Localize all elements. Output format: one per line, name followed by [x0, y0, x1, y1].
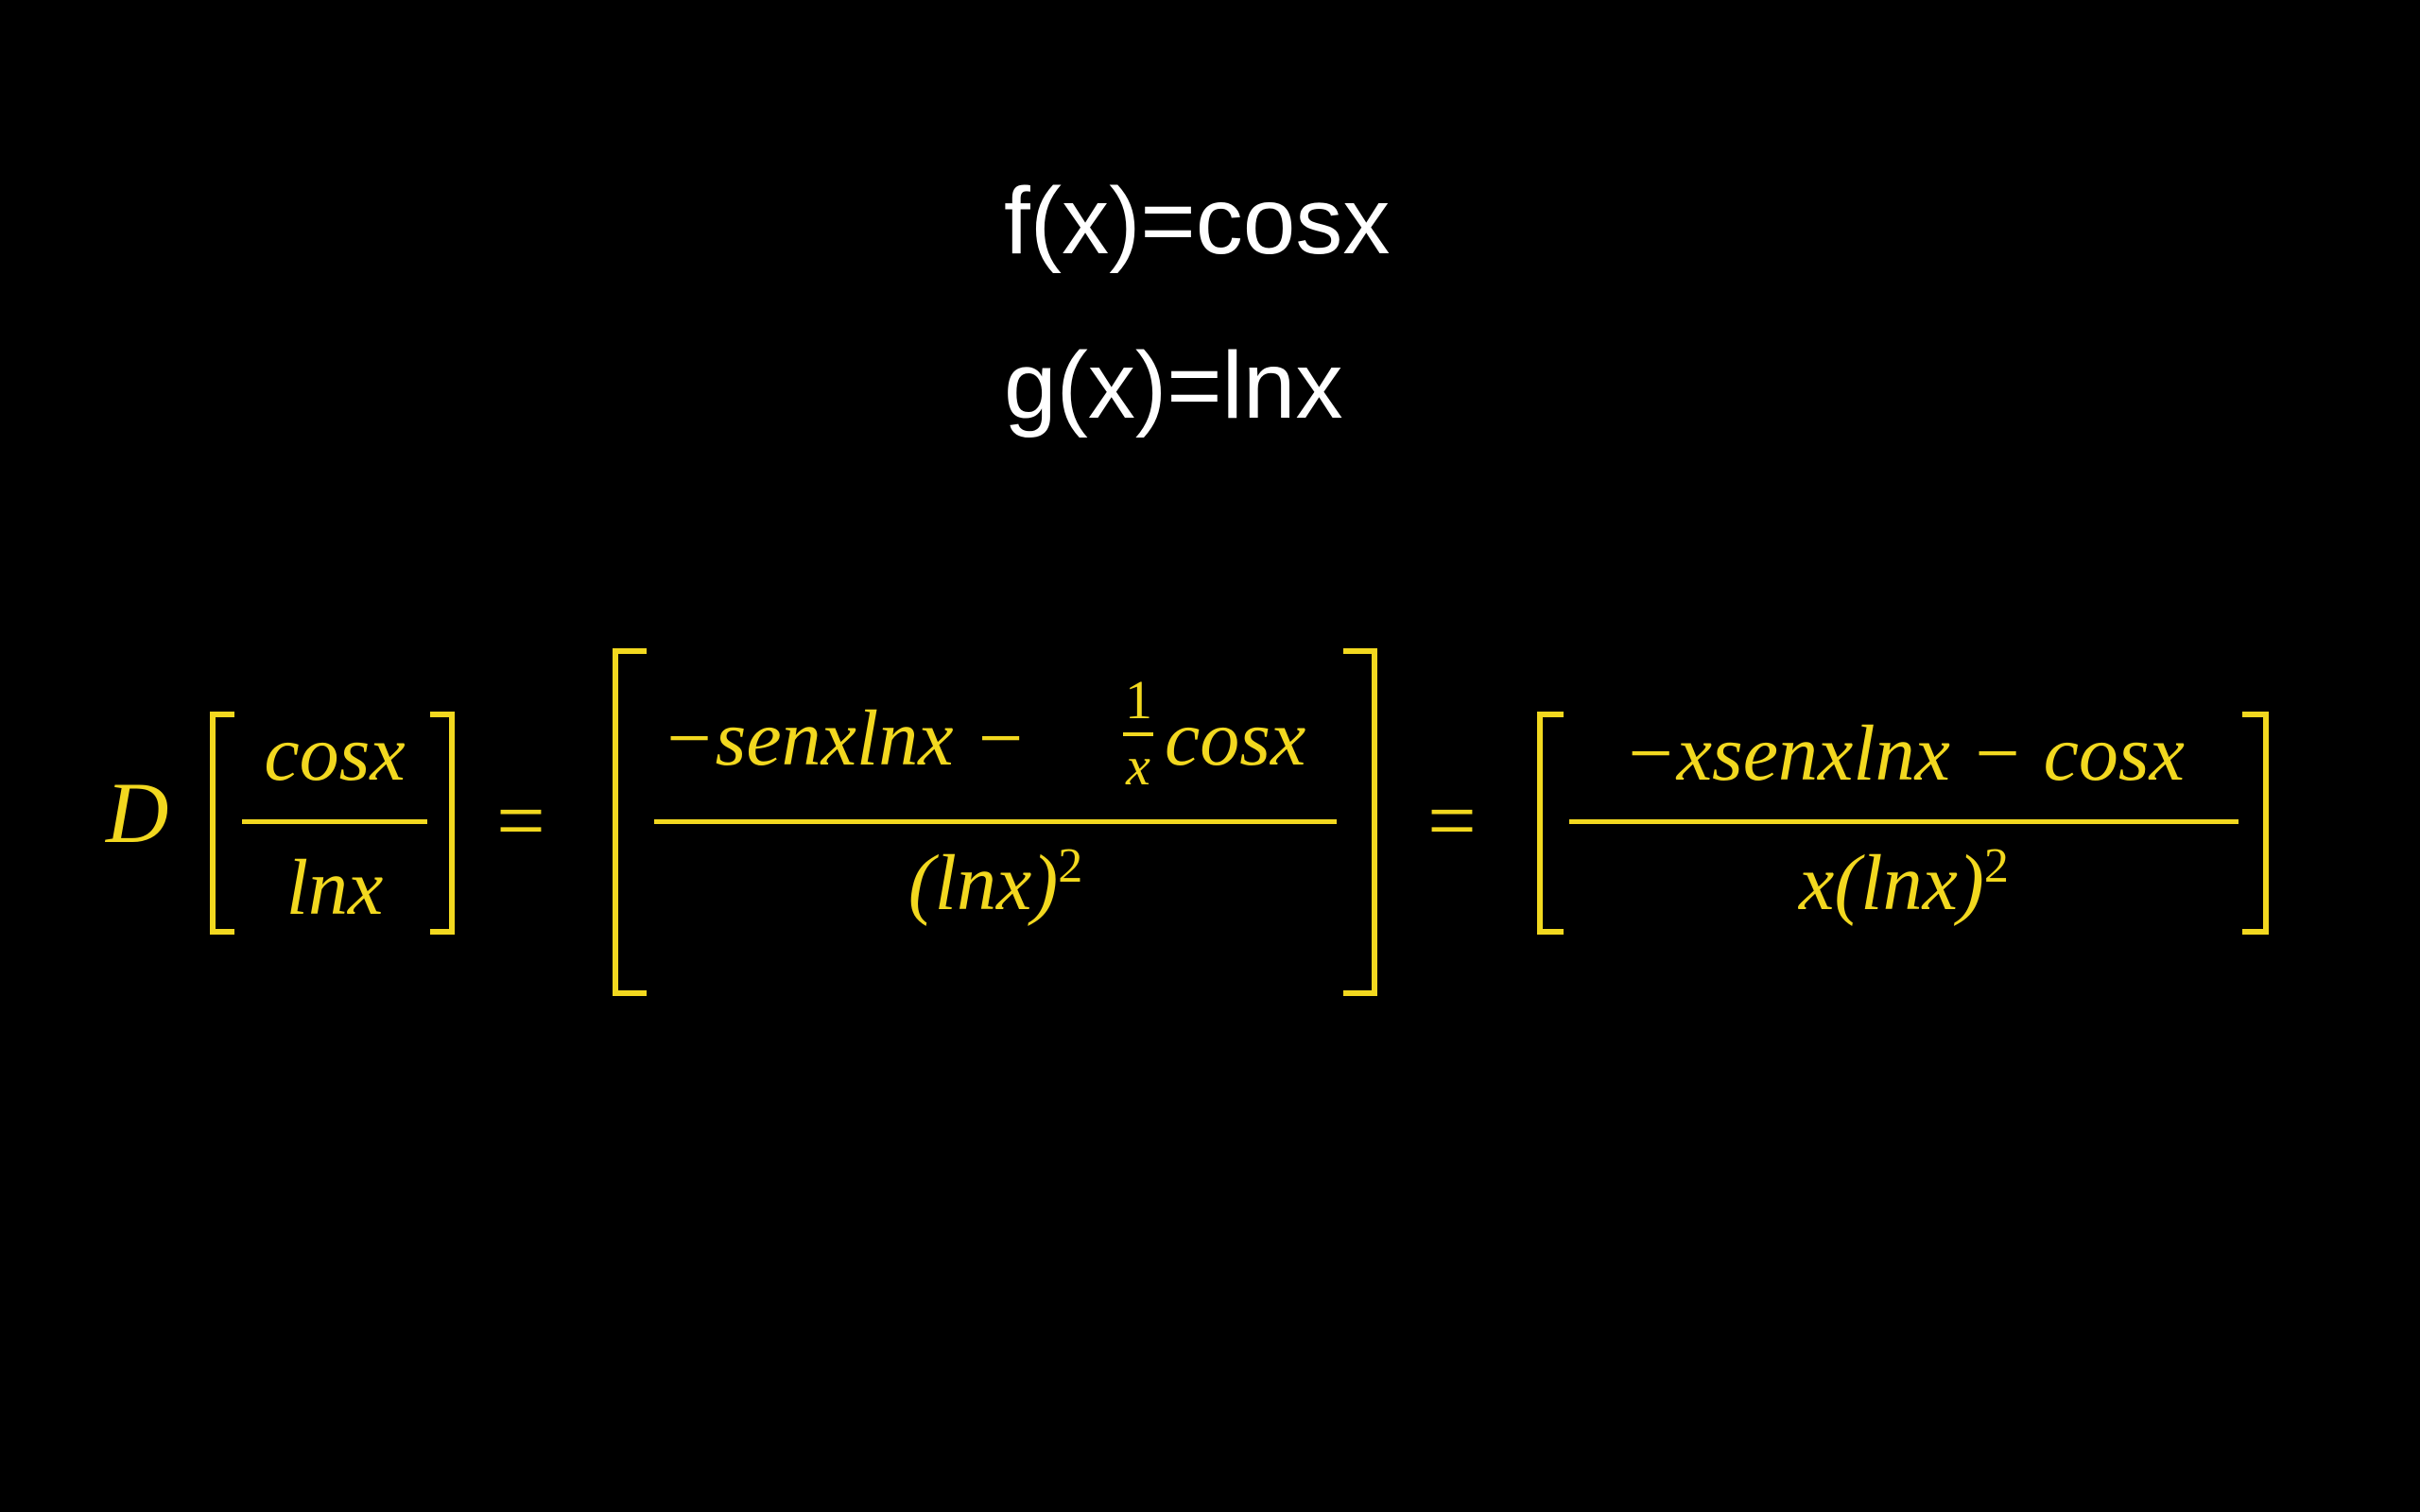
derivative-operator: D — [106, 765, 169, 861]
lhs-fraction-bar — [242, 819, 427, 824]
middle-fraction-bar — [654, 819, 1337, 824]
rhs-denominator-base: x(lnx) — [1799, 839, 1984, 927]
middle-right-bracket — [1343, 648, 1377, 996]
function-g-definition: g(x)=lnx — [1004, 333, 1343, 438]
middle-denominator-exponent: 2 — [1058, 839, 1083, 894]
inner-fraction-numerator: 1 — [1125, 669, 1152, 730]
rhs-left-bracket — [1537, 712, 1564, 935]
inner-fraction-denominator: x — [1126, 735, 1150, 797]
rhs-denominator-exponent: 2 — [1983, 839, 2009, 894]
inner-fraction-bar — [1123, 732, 1153, 736]
middle-numerator: −senxlnx − 1 x cosx — [662, 673, 1331, 813]
rhs-numerator: −xsenxlnx − cosx — [1623, 710, 2185, 798]
lhs-numerator: cosx — [264, 710, 406, 798]
equals-sign-2: = — [1427, 772, 1477, 868]
middle-numerator-part2: cosx — [1165, 695, 1306, 782]
lhs-left-bracket — [210, 712, 234, 935]
lhs-denominator: lnx — [285, 844, 384, 932]
rhs-fraction-bar — [1569, 819, 2238, 824]
middle-numerator-part1: −senxlnx − — [662, 695, 1028, 782]
middle-left-bracket — [613, 648, 647, 996]
middle-denominator-base: (lnx) — [908, 839, 1059, 927]
rhs-right-bracket — [2242, 712, 2269, 935]
equals-sign-1: = — [496, 772, 545, 868]
lhs-right-bracket — [430, 712, 455, 935]
rhs-denominator: x(lnx)2 — [1569, 842, 2238, 923]
middle-denominator: (lnx)2 — [654, 842, 1337, 923]
function-f-definition: f(x)=cosx — [1004, 168, 1391, 274]
